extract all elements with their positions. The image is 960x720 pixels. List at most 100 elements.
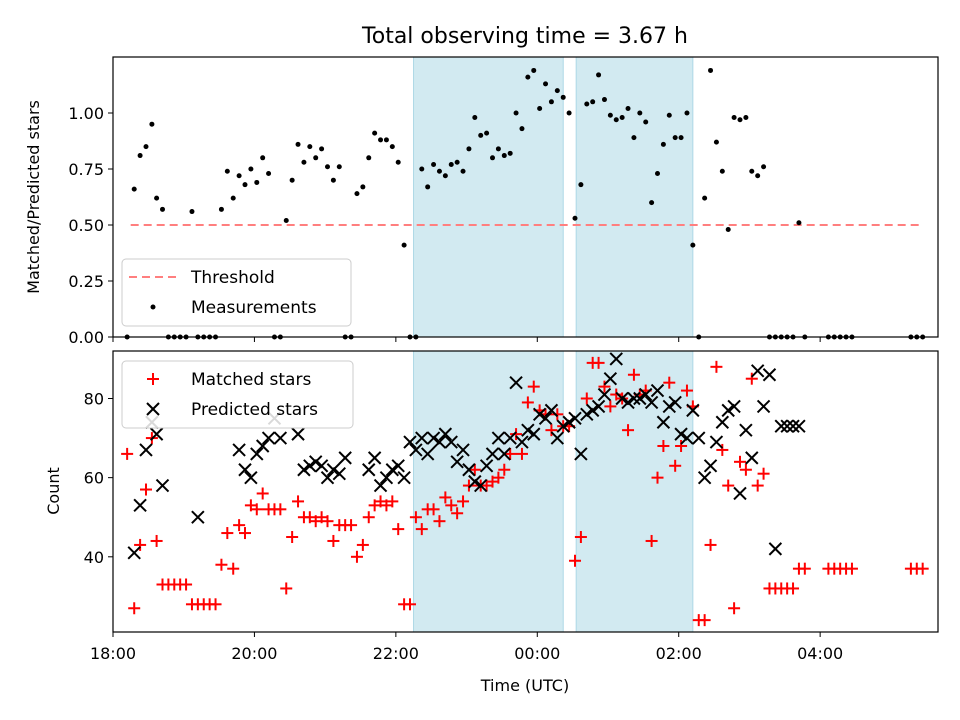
matched-point	[404, 598, 416, 611]
predicted-point	[550, 431, 565, 445]
predicted-point	[697, 470, 712, 485]
predicted-point	[238, 463, 252, 477]
measurement-point	[643, 119, 649, 125]
matched-point	[669, 459, 682, 472]
measurement-point	[266, 170, 272, 176]
measurement-point	[596, 72, 602, 78]
predicted-point	[391, 459, 405, 473]
measurement-point	[295, 141, 301, 147]
predicted-point	[438, 427, 453, 441]
matched-point	[409, 511, 422, 524]
predicted-point	[544, 403, 559, 418]
matched-point	[274, 503, 287, 516]
predicted-point	[562, 415, 576, 429]
measurement-point	[442, 173, 448, 179]
measurements-legend-swatch	[150, 304, 156, 310]
predicted-point	[503, 431, 517, 445]
matched-point	[180, 578, 193, 591]
measurement-point	[425, 184, 431, 190]
measurement-point	[360, 184, 366, 190]
matched-point	[140, 483, 152, 496]
matched-point	[492, 471, 505, 484]
matched-point	[457, 495, 470, 508]
predicted-point	[403, 435, 417, 449]
measurement-point	[189, 209, 195, 215]
measurement-point	[719, 168, 725, 174]
measurement-point	[684, 110, 690, 116]
predicted-point	[420, 447, 435, 461]
predicted-point	[415, 431, 429, 445]
predicted-point	[668, 395, 682, 410]
predicted-point	[727, 399, 741, 414]
matched-legend-swatch	[147, 373, 159, 385]
measurement-point	[519, 126, 525, 132]
predicted-point	[715, 415, 730, 429]
predicted-point	[320, 470, 335, 485]
matched-point	[751, 479, 764, 492]
predicted-point	[244, 470, 258, 485]
predicted-point	[232, 443, 246, 457]
predicted-point	[479, 459, 494, 473]
predicted-point	[768, 542, 783, 556]
bottom-panel-frame	[112, 350, 939, 633]
predicted-point	[792, 419, 806, 433]
measurement-point	[672, 135, 678, 141]
matched-point	[239, 527, 251, 540]
measurement-point	[378, 137, 384, 143]
matched-point	[757, 467, 770, 480]
matched-point	[580, 392, 593, 405]
predicted-point	[379, 470, 394, 485]
matched-point	[386, 495, 399, 508]
predicted-point	[574, 447, 588, 461]
predicted-point	[362, 463, 376, 477]
predicted-point	[686, 403, 700, 418]
matched-point	[221, 527, 234, 540]
matched-point	[739, 463, 752, 476]
predicted-point	[133, 498, 147, 513]
measurement-point	[448, 162, 454, 168]
matched-point	[569, 554, 581, 567]
measurement-point	[354, 191, 360, 197]
measurement-point	[260, 155, 266, 161]
matched-point	[227, 562, 240, 575]
measurement-point	[218, 206, 224, 212]
measurement-point	[678, 135, 684, 141]
measurement-point	[501, 153, 507, 159]
shaded-interval-1	[413, 56, 564, 338]
matched-point	[439, 491, 452, 504]
matched-point	[445, 499, 458, 512]
matched-point	[574, 531, 587, 544]
matched-point	[704, 538, 717, 551]
bottom-panel-shaded-regions	[413, 350, 694, 633]
predicted-point	[485, 447, 500, 461]
x-tick-label: 20:00	[231, 644, 277, 663]
matched-point	[510, 428, 523, 441]
matched-point	[592, 356, 605, 369]
measurement-point	[160, 206, 165, 212]
predicted-point	[633, 391, 647, 406]
measurement-point	[254, 179, 260, 185]
matched-point	[698, 614, 711, 627]
predicted-point	[309, 455, 323, 469]
predicted-point	[474, 478, 488, 493]
measurement-point	[543, 81, 549, 87]
shaded-interval-1	[413, 350, 564, 633]
predicted-point	[432, 435, 447, 449]
matched-point	[722, 479, 735, 492]
matched-point	[233, 519, 246, 532]
measurement-point	[242, 182, 248, 188]
predicted-point	[303, 459, 317, 473]
measurement-point	[484, 130, 490, 136]
measurement-point	[572, 215, 578, 221]
predicted-legend-label: Predicted stars	[191, 400, 318, 420]
measurement-point	[336, 164, 342, 170]
top-panel-frame	[112, 56, 939, 338]
matched-point	[845, 562, 858, 575]
measurement-point	[584, 101, 590, 107]
matched-point	[504, 447, 517, 460]
predicted-point	[273, 431, 288, 445]
matched-point	[551, 408, 564, 421]
measurement-point	[613, 117, 619, 123]
y-tick-label: 40	[84, 548, 104, 567]
